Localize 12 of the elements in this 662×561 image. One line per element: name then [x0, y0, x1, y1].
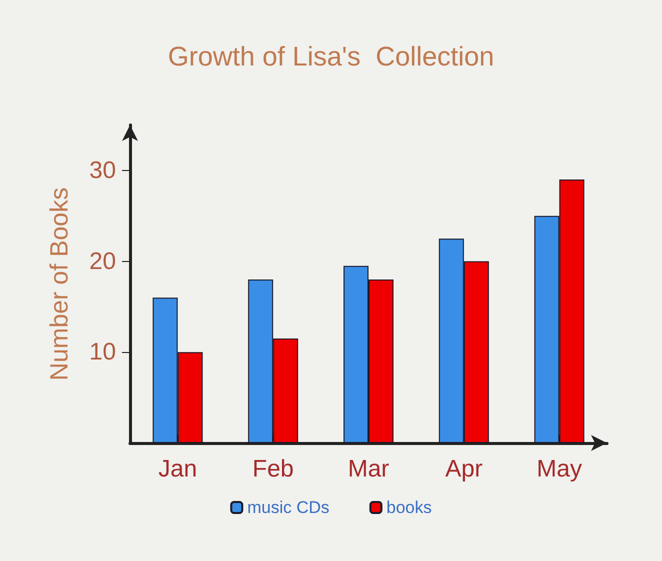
- x-tick-label: Jan: [158, 456, 198, 482]
- x-tick-label: Mar: [348, 456, 390, 482]
- x-tick-label: Feb: [252, 456, 294, 482]
- legend-label: books: [386, 498, 432, 517]
- y-axis-title: Number of Books: [46, 187, 74, 381]
- y-tick-label: 20: [89, 248, 116, 275]
- y-tick-label: 30: [89, 156, 116, 184]
- y-tick-label: 10: [89, 338, 116, 366]
- chart-title: Growth of Lisa's Collection: [168, 42, 494, 72]
- x-tick-label: May: [536, 456, 582, 482]
- legend-label: music CDs: [247, 498, 330, 517]
- x-tick-label: Apr: [445, 456, 483, 482]
